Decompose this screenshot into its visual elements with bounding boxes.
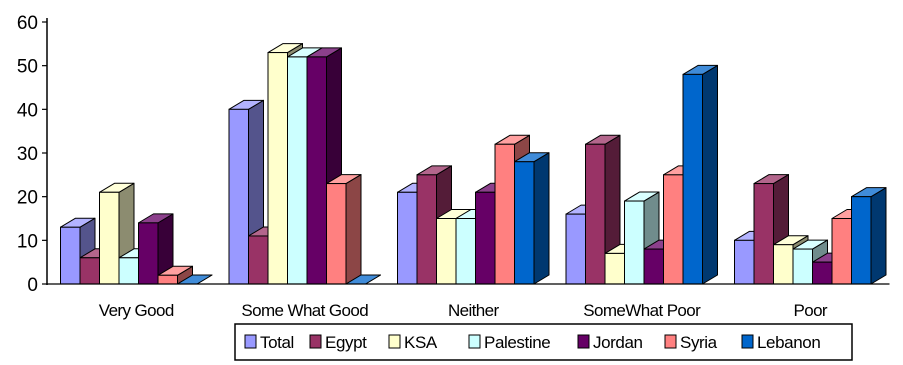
- legend-entry-total: Total: [244, 333, 294, 352]
- legend-label-egypt: Egypt: [325, 333, 367, 352]
- legend-entry-palestine: Palestine: [468, 333, 551, 352]
- legend-entry-syria: Syria: [664, 333, 718, 352]
- y-tick-label-10: 10: [17, 231, 38, 252]
- bar-lebanon-neither: [514, 152, 550, 285]
- legend-label-ksa: KSA: [404, 333, 438, 352]
- y-tick-label-20: 20: [17, 188, 38, 209]
- legend-swatch-syria: [664, 334, 677, 349]
- legend-entry-lebanon: Lebanon: [741, 333, 821, 352]
- x-category-label-very-good: Very Good: [99, 301, 174, 320]
- x-category-label-somewhat-poor: SomeWhat Poor: [583, 301, 701, 320]
- legend-entry-ksa: KSA: [388, 333, 438, 352]
- legend-swatch-total: [244, 334, 257, 349]
- legend-label-palestine: Palestine: [484, 333, 550, 352]
- legend-entry-jordan: Jordan: [577, 333, 643, 352]
- bar-syria-some-what-good: [326, 174, 362, 285]
- legend-label-lebanon: Lebanon: [757, 333, 820, 352]
- bar-lebanon-poor: [851, 187, 887, 285]
- legend-label-jordan: Jordan: [593, 333, 643, 352]
- legend-swatch-jordan: [577, 334, 590, 349]
- legend-swatch-lebanon: [741, 334, 754, 349]
- legend-entry-egypt: Egypt: [309, 333, 368, 352]
- legend-label-syria: Syria: [680, 333, 718, 352]
- y-tick-label-50: 50: [17, 57, 38, 78]
- y-tick-label-30: 30: [17, 144, 38, 165]
- y-tick-label-40: 40: [17, 100, 38, 121]
- x-category-label-some-what-good: Some What Good: [241, 301, 368, 320]
- bar-lebanon-somewhat-poor: [682, 64, 718, 285]
- y-tick-label-0: 0: [27, 275, 38, 296]
- x-category-label-neither: Neither: [448, 301, 500, 320]
- bar-jordan-very-good: [138, 213, 174, 285]
- bar-egypt-somewhat-poor: [585, 134, 621, 285]
- x-category-label-poor: Poor: [793, 301, 827, 320]
- legend-swatch-egypt: [309, 334, 322, 349]
- axes: 0 10 20 30 40 50 60 Very Good Some What Good Neit…: [17, 13, 890, 320]
- legend-swatch-palestine: [468, 334, 481, 349]
- legend-label-total: Total: [260, 333, 294, 352]
- bar-syria-very-good: [157, 265, 193, 285]
- legend-swatch-ksa: [388, 334, 401, 349]
- y-tick-label-60: 60: [17, 13, 38, 34]
- legend: Total Egypt KSA Palestine Jordan Syria Lebanon: [234, 323, 853, 361]
- bars-layer: [60, 43, 887, 285]
